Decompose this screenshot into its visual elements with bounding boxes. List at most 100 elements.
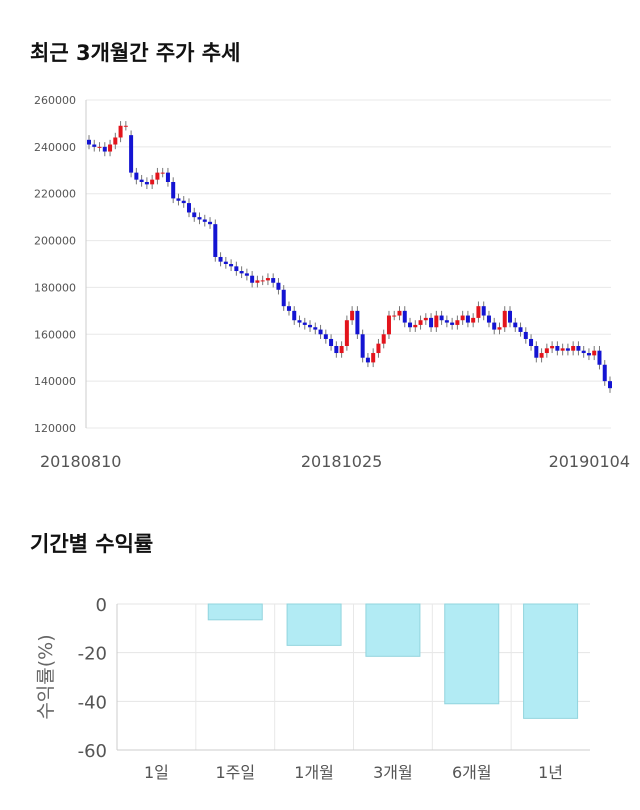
- candle-body: [350, 310, 355, 321]
- candle-body: [176, 198, 181, 201]
- candle-body: [602, 364, 607, 382]
- bar: [365, 603, 421, 657]
- candle-body: [144, 182, 149, 185]
- candle-body: [92, 144, 97, 147]
- candle-body: [181, 200, 186, 204]
- candle-body: [360, 334, 365, 358]
- candle-body: [113, 137, 118, 145]
- candle-body: [244, 273, 249, 276]
- candle-body: [460, 315, 465, 321]
- candle-body: [365, 357, 370, 363]
- candle-body: [381, 334, 386, 344]
- candle-body: [518, 327, 523, 332]
- candle-body: [513, 322, 518, 328]
- chart-title: 기간별 수익률: [30, 532, 153, 556]
- candle-body: [308, 324, 313, 328]
- candle-body: [302, 322, 307, 325]
- candle-body: [450, 322, 455, 325]
- candle-body: [165, 172, 170, 182]
- candle-body: [492, 322, 497, 330]
- candle-body: [408, 322, 413, 328]
- candle-body: [171, 182, 176, 199]
- candle-body: [560, 348, 565, 351]
- y-tick-label: 200000: [34, 235, 76, 248]
- candle-body: [508, 310, 513, 323]
- candle-body: [523, 331, 528, 339]
- x-tick-label: 20180810: [40, 452, 121, 471]
- candle-body: [155, 172, 160, 180]
- y-tick-label: 140000: [34, 375, 76, 388]
- candle-body: [318, 329, 323, 335]
- candle-body: [160, 172, 165, 174]
- candle-body: [323, 334, 328, 339]
- candle-body: [476, 306, 481, 318]
- candle-body: [102, 146, 107, 152]
- candle-body: [97, 146, 102, 148]
- y-tick-label: -60: [78, 741, 107, 762]
- candle-body: [434, 315, 439, 328]
- y-tick-label: 0: [96, 595, 107, 616]
- candle-body: [118, 125, 123, 138]
- x-tick-label: 1년: [538, 763, 563, 782]
- candle-body: [465, 315, 470, 323]
- candle-body: [444, 320, 449, 323]
- candle-body: [581, 350, 586, 354]
- candle-body: [376, 343, 381, 354]
- candle-body: [418, 320, 423, 325]
- candle-body: [576, 346, 581, 351]
- candle-body: [276, 282, 281, 290]
- candle-body: [87, 139, 91, 145]
- bar: [286, 603, 342, 646]
- candle-body: [397, 310, 402, 316]
- candle-body: [597, 350, 602, 365]
- candle-body: [344, 320, 349, 346]
- y-axis-label: 수익률(%): [35, 634, 57, 719]
- x-tick-label: 1개월: [294, 763, 334, 782]
- candle-body: [218, 256, 223, 262]
- candle-body: [297, 320, 302, 323]
- candle-body: [134, 172, 139, 180]
- chart-title: 최근 3개월간 주가 추세: [30, 41, 240, 65]
- x-tick-label: 3개월: [373, 763, 413, 782]
- candle-body: [108, 144, 113, 152]
- y-tick-label: 180000: [34, 281, 76, 294]
- candle-body: [197, 217, 202, 220]
- candle-body: [413, 324, 418, 328]
- candle-body: [429, 317, 434, 328]
- candle-body: [402, 310, 407, 323]
- candle-body: [392, 315, 397, 317]
- y-tick-label: 160000: [34, 328, 76, 341]
- x-tick-label: 6개월: [452, 763, 492, 782]
- candle-body: [239, 271, 244, 274]
- candle-body: [150, 179, 155, 185]
- candle-body: [471, 317, 476, 323]
- candle-body: [371, 353, 376, 363]
- candle-body: [339, 346, 344, 354]
- candle-body: [550, 346, 555, 349]
- candle-body: [208, 221, 213, 225]
- candle-body: [571, 346, 576, 351]
- candle-body: [281, 289, 286, 307]
- candle-body: [229, 264, 234, 267]
- candle-body: [213, 224, 218, 257]
- candle-body: [481, 306, 486, 316]
- candle-body: [586, 353, 591, 356]
- candle-body: [423, 317, 428, 321]
- bar: [444, 603, 500, 705]
- candle-body: [386, 315, 391, 335]
- x-tick-label: 20190104: [549, 452, 630, 471]
- candle-body: [539, 353, 544, 358]
- candle-body: [234, 266, 239, 272]
- y-tick-label: 120000: [34, 422, 76, 435]
- candle-body: [565, 348, 570, 351]
- candle-body: [123, 125, 128, 127]
- candle-body: [265, 278, 270, 281]
- x-tick-label: 20181025: [301, 452, 382, 471]
- bar: [207, 603, 263, 621]
- candle-body: [202, 219, 207, 222]
- candle-body: [334, 346, 339, 354]
- candle-body: [329, 338, 334, 346]
- candle-body: [439, 315, 444, 321]
- candle-body: [497, 327, 502, 330]
